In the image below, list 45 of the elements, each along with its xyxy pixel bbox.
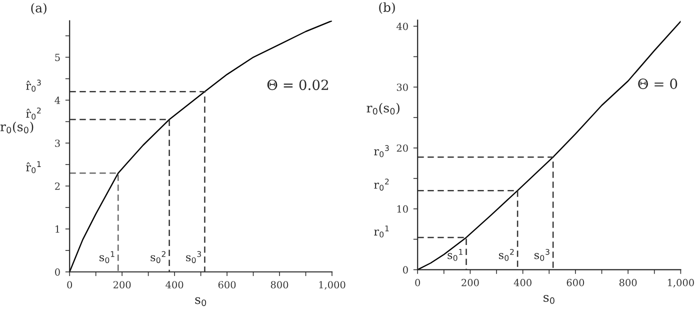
x-tick-label: 0 [67, 281, 72, 288]
annotation: r$_{0}$$^{2}$ [374, 178, 389, 191]
x-axis-title: s$_{0}$ [195, 297, 206, 306]
chart-title: (a) [31, 2, 46, 14]
x-tick-label: 1,000 [668, 278, 694, 288]
annotation: s$_{0}$$^{3}$ [534, 248, 550, 261]
chart-title: (b) [379, 2, 395, 14]
y-tick-label: 20 [396, 144, 408, 152]
x-tick-label: 0 [415, 278, 420, 286]
y-tick-label: 0 [403, 266, 408, 274]
y-tick-label: 1 [56, 225, 60, 233]
annotation: Θ = 0.02 [267, 80, 328, 90]
y-axis-title: r$_{0}$(s$_{0}$) [0, 122, 34, 134]
line-series [418, 20, 681, 270]
annotation: s$_{0}$$^{2}$ [150, 251, 166, 264]
annotation: r̂$_{0}$$^{1}$ [26, 161, 41, 174]
annotation: Θ = 0 [638, 78, 678, 90]
y-tick-label: 30 [396, 84, 408, 91]
y-tick-label: 2 [55, 182, 60, 190]
annotation: r̂$_{0}$$^{3}$ [26, 80, 41, 92]
y-tick-label: 5 [55, 54, 60, 62]
x-tick-label: 400 [166, 281, 184, 288]
x-tick-label: 200 [113, 281, 131, 288]
annotation: s$_{0}$$^{1}$ [448, 249, 462, 261]
x-tick-label: 800 [270, 281, 288, 288]
x-tick-label: 600 [566, 278, 584, 286]
annotation: s$_{0}$$^{2}$ [498, 248, 514, 261]
annotation: s$_{0}$$^{3}$ [186, 251, 201, 264]
x-tick-label: 1,000 [319, 281, 346, 290]
x-tick-label: 400 [514, 278, 532, 286]
annotation: r$_{0}$$^{3}$ [374, 145, 389, 158]
line-series [70, 20, 332, 272]
annotation: s$_{0}$$^{1}$ [100, 251, 114, 264]
x-axis-title: s$_{0}$ [544, 295, 554, 304]
y-tick-label: 4 [54, 96, 60, 104]
annotation: r̂$_{0}$$^{2}$ [26, 108, 41, 120]
y-tick-label: 10 [397, 205, 408, 213]
y-tick-label: 40 [396, 22, 408, 30]
x-tick-label: 800 [619, 278, 637, 286]
y-axis-title: r$_{0}$(s$_{0}$) [366, 102, 400, 115]
y-tick-label: 3 [55, 140, 60, 147]
y-tick-label: 0 [55, 268, 60, 276]
annotation: r$_{0}$$^{1}$ [374, 226, 389, 238]
x-tick-label: 200 [462, 278, 479, 286]
x-tick-label: 600 [218, 281, 236, 288]
